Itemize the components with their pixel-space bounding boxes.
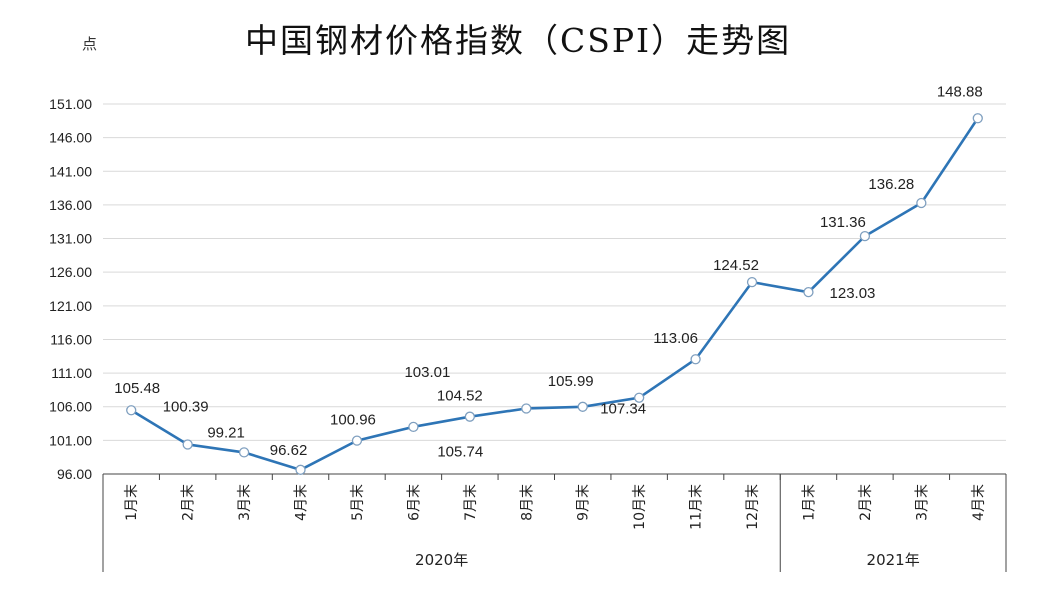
y-tick-label: 126.00 <box>49 264 92 280</box>
y-tick-label: 121.00 <box>49 298 92 314</box>
data-point <box>690 354 701 365</box>
data-point <box>295 464 306 475</box>
data-point <box>746 276 758 288</box>
x-category-label: 2月末 <box>858 484 874 521</box>
data-label: 105.48 <box>114 380 160 397</box>
y-tick-label: 96.00 <box>57 466 92 482</box>
data-label: 131.36 <box>820 214 866 231</box>
data-label: 113.06 <box>653 330 698 347</box>
data-label: 103.01 <box>404 364 450 381</box>
x-category-label: 1月末 <box>801 484 817 521</box>
data-point <box>634 392 645 403</box>
x-category-label: 11月末 <box>689 484 705 530</box>
data-label: 123.03 <box>830 285 876 302</box>
data-label: 96.62 <box>270 442 308 459</box>
y-tick-label: 116.00 <box>50 331 92 347</box>
data-point <box>238 447 250 458</box>
y-tick-label: 136.00 <box>49 197 92 213</box>
x-category-label: 1月末 <box>124 484 140 521</box>
data-point <box>351 435 363 446</box>
data-label: 105.99 <box>548 373 594 390</box>
y-axis-unit-label: 点 <box>82 35 98 53</box>
data-point <box>859 230 871 242</box>
x-category-label: 3月末 <box>914 484 930 521</box>
y-tick-label: 111.00 <box>51 365 92 381</box>
x-category-label: 6月末 <box>406 484 422 521</box>
data-label: 148.88 <box>937 83 983 100</box>
data-label: 100.96 <box>330 412 376 429</box>
y-tick-label: 101.00 <box>49 432 92 448</box>
data-point <box>182 439 193 450</box>
x-category-label: 10月末 <box>632 484 648 530</box>
x-category-label: 4月末 <box>294 484 310 521</box>
data-label: 99.21 <box>207 424 245 441</box>
data-point <box>577 401 588 412</box>
x-category-label: 8月末 <box>519 484 535 521</box>
data-label: 104.52 <box>437 388 483 405</box>
data-point <box>408 421 419 432</box>
x-category-label: 4月末 <box>971 484 987 521</box>
year-group-label: 2020年 <box>415 551 468 569</box>
data-label: 124.52 <box>713 257 759 274</box>
x-category-label: 5月末 <box>350 484 366 521</box>
chart-title: 中国钢材价格指数（CSPI）走势图 <box>245 21 792 60</box>
data-point <box>916 197 927 209</box>
data-label: 136.28 <box>868 176 914 193</box>
y-tick-label: 106.00 <box>49 399 92 415</box>
x-category-label: 3月末 <box>237 484 253 521</box>
x-category-label: 2月末 <box>181 484 197 521</box>
year-group-label: 2021年 <box>867 551 920 569</box>
data-point <box>126 405 137 416</box>
data-point <box>803 287 814 298</box>
y-tick-label: 146.00 <box>49 130 92 146</box>
series-line <box>130 117 979 472</box>
data-point <box>972 113 983 124</box>
data-label: 105.74 <box>437 443 483 460</box>
y-tick-label: 141.00 <box>49 163 92 179</box>
x-category-label: 9月末 <box>576 484 592 521</box>
data-label: 107.34 <box>600 401 646 418</box>
data-point <box>464 411 475 422</box>
y-tick-label: 151.00 <box>49 96 92 112</box>
x-category-label: 7月末 <box>463 484 479 521</box>
y-tick-label: 131.00 <box>49 231 92 247</box>
x-category-label: 12月末 <box>745 484 761 530</box>
data-label: 100.39 <box>163 398 209 415</box>
data-point <box>521 403 532 414</box>
